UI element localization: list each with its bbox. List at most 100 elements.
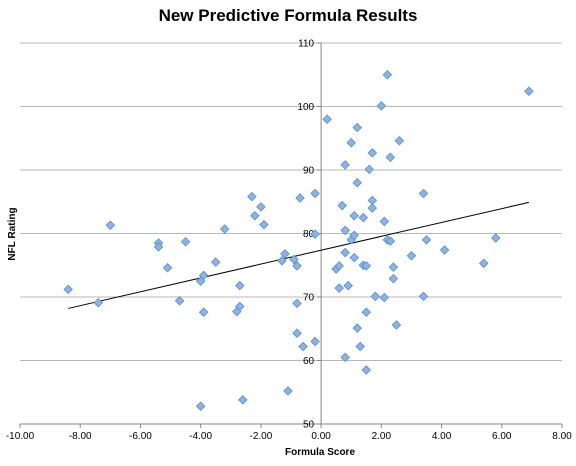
y-axis-label: NFL Rating [7, 207, 18, 260]
data-point [388, 262, 399, 272]
data-point [352, 122, 363, 133]
data-point [280, 249, 290, 259]
data-point [478, 258, 489, 269]
data-point [352, 177, 363, 188]
data-point [310, 229, 320, 239]
data-point [364, 164, 375, 175]
data-point [310, 188, 320, 199]
data-point [439, 245, 450, 255]
axes [19, 42, 563, 428]
data-point [250, 210, 260, 221]
y-tick-label: 90 [303, 166, 315, 177]
y-tick-label: 60 [303, 356, 315, 367]
data-point [358, 212, 369, 223]
y-tick-label: 110 [298, 39, 314, 50]
data-point [388, 273, 399, 284]
data-point [340, 160, 350, 170]
data-point [376, 101, 387, 111]
chart-title: New Predictive Formula Results [158, 6, 418, 25]
data-point [379, 292, 390, 303]
data-point [180, 236, 191, 247]
data-point [334, 283, 344, 293]
data-point [340, 247, 350, 258]
x-tick-label: 4.00 [432, 431, 452, 442]
x-tick-label: -10.00 [6, 431, 35, 442]
data-point [256, 202, 266, 212]
data-point [322, 114, 332, 124]
data-point [349, 210, 359, 221]
data-point [289, 254, 299, 265]
data-point [210, 257, 221, 267]
data-point [153, 242, 164, 252]
data-point [418, 291, 429, 302]
data-point [195, 401, 206, 411]
data-point [352, 323, 363, 333]
data-point [391, 320, 402, 330]
data-point [162, 263, 173, 273]
x-tick-label: 0.00 [311, 431, 331, 442]
x-tick-labels: -10.00 -8.00 -6.00 -4.00 -2.00 0.00 2.00 4.00 6.… [6, 431, 572, 442]
data-point [235, 280, 245, 291]
data-point [367, 203, 378, 213]
gridlines [20, 42, 562, 361]
data-point [105, 220, 116, 231]
x-tick-label: -2.00 [249, 431, 272, 442]
data-point [283, 386, 293, 396]
data-point [310, 336, 320, 347]
data-point [340, 225, 350, 236]
data-point [93, 297, 104, 308]
y-tick-label: 80 [303, 229, 315, 240]
data-point [349, 230, 359, 241]
data-point [295, 193, 305, 203]
data-point [361, 307, 372, 318]
data-point [361, 365, 372, 375]
data-point [343, 280, 353, 291]
data-point [385, 152, 396, 163]
y-tick-label: 100 [297, 102, 314, 113]
x-tick-label: 8.00 [552, 431, 572, 442]
data-point [421, 235, 432, 245]
x-tick-label: 6.00 [492, 431, 512, 442]
data-point [406, 250, 417, 261]
data-point [174, 296, 185, 306]
x-tick-label: 2.00 [372, 431, 392, 442]
data-point [198, 307, 209, 318]
data-point [238, 395, 248, 405]
data-point [379, 216, 390, 227]
data-points [63, 69, 534, 411]
x-tick-label: -8.00 [69, 431, 92, 442]
data-point [418, 188, 429, 199]
data-point [198, 270, 209, 281]
x-tick-label: -6.00 [129, 431, 152, 442]
data-point [63, 284, 73, 295]
data-point [219, 224, 230, 234]
y-tick-labels: 50 60 70 80 90 100 110 [297, 39, 314, 431]
data-point [337, 200, 347, 211]
data-point [232, 306, 242, 317]
data-point [370, 291, 381, 302]
data-point [298, 341, 308, 352]
data-point [490, 233, 501, 243]
data-point [277, 256, 287, 266]
y-tick-label: 50 [303, 420, 315, 431]
data-point [334, 261, 344, 271]
data-point [382, 69, 393, 80]
data-point [349, 252, 359, 263]
data-point [367, 148, 378, 158]
data-point [292, 261, 302, 271]
trendline [68, 201, 529, 309]
data-point [394, 136, 405, 146]
data-point [361, 261, 372, 271]
data-point [340, 352, 350, 363]
data-point [346, 137, 356, 148]
data-point [524, 86, 534, 97]
trendline-group [68, 201, 529, 309]
data-point [259, 219, 269, 230]
x-axis-label: Formula Score [285, 447, 355, 458]
data-point [292, 328, 302, 338]
data-point [355, 341, 366, 352]
x-tick-label: -4.00 [189, 431, 212, 442]
data-point [292, 298, 302, 309]
y-tick-label: 70 [303, 293, 315, 304]
